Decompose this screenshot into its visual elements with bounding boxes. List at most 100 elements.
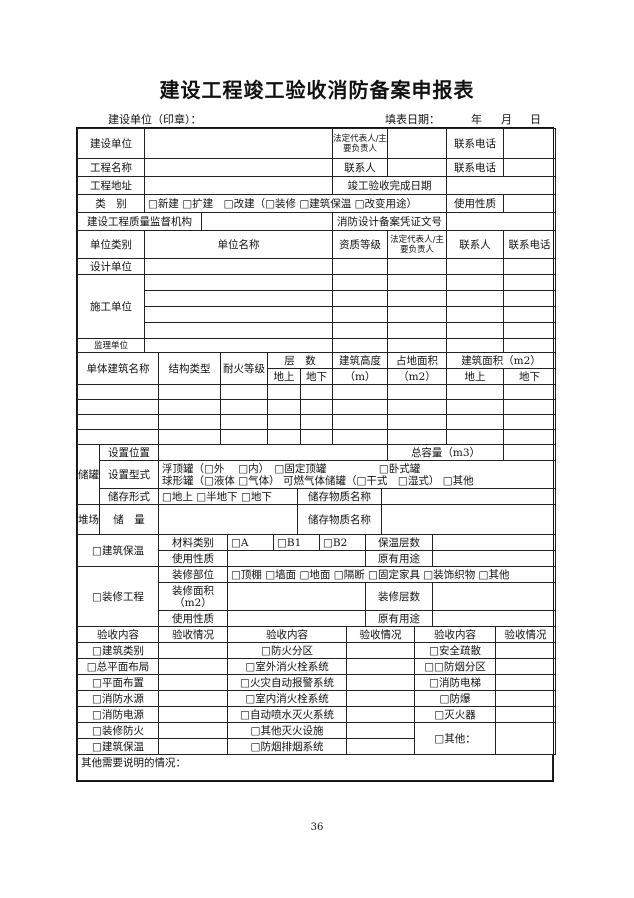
acceptance-item[interactable]: □消防电源 xyxy=(77,706,159,723)
status-cell[interactable] xyxy=(158,738,228,755)
cell[interactable] xyxy=(446,429,504,445)
use-nature-field[interactable] xyxy=(227,610,366,627)
substance-field[interactable] xyxy=(380,504,557,535)
cell[interactable] xyxy=(77,384,159,400)
acceptance-item[interactable]: □平面布置 xyxy=(77,674,159,691)
original-use-field[interactable] xyxy=(432,550,556,567)
cell[interactable] xyxy=(300,384,333,400)
cell[interactable] xyxy=(446,290,504,307)
tank-type-options[interactable]: 浮顶罐（□外 □内） □固定顶罐 □卧式罐 xyxy=(162,462,421,475)
contact-field[interactable] xyxy=(387,158,447,177)
acceptance-item[interactable]: □安全疏散 xyxy=(414,642,496,659)
cell[interactable] xyxy=(503,306,556,323)
cell[interactable] xyxy=(387,306,447,323)
record-no-field[interactable] xyxy=(446,212,556,231)
cell[interactable] xyxy=(332,290,388,307)
cell[interactable] xyxy=(503,322,556,339)
cell[interactable] xyxy=(332,306,388,323)
cell[interactable] xyxy=(502,429,557,445)
cell[interactable] xyxy=(332,258,388,275)
cell[interactable] xyxy=(300,429,333,445)
cell[interactable] xyxy=(387,322,447,339)
status-cell[interactable] xyxy=(346,738,415,755)
status-cell[interactable] xyxy=(158,706,228,723)
cell[interactable] xyxy=(267,414,301,430)
cell[interactable] xyxy=(144,258,333,275)
notes-label[interactable]: 其他需要说明的情况： xyxy=(77,754,553,781)
cell[interactable] xyxy=(387,290,447,307)
tank-type-options[interactable]: 球形罐（□液体 □气体） 可燃气体储罐（□干式 □湿式） □其他 xyxy=(162,474,474,487)
acceptance-item[interactable]: □其他灭火设施 xyxy=(227,722,347,739)
status-cell[interactable] xyxy=(495,642,556,659)
phone-field[interactable] xyxy=(503,128,556,159)
category-options[interactable]: □新建 □扩建 □改建（□装修 □建筑保温 □改变用途） xyxy=(144,194,447,213)
cell[interactable] xyxy=(332,274,388,291)
cell[interactable] xyxy=(332,338,388,353)
status-cell[interactable] xyxy=(346,642,415,659)
amount-field[interactable] xyxy=(158,504,298,535)
acceptance-item[interactable]: □灭火器 xyxy=(414,706,496,723)
cell[interactable] xyxy=(332,429,388,445)
cell[interactable] xyxy=(446,338,504,353)
cell[interactable] xyxy=(387,258,447,275)
decoration-part-options[interactable]: □顶棚 □墙面 □地面 □隔断 □固定家具 □装饰织物 □其他 xyxy=(227,566,556,583)
status-cell[interactable] xyxy=(495,690,556,707)
cell[interactable] xyxy=(387,274,447,291)
cell[interactable] xyxy=(220,429,268,445)
cell[interactable] xyxy=(503,258,556,275)
acceptance-item[interactable]: □消防电梯 xyxy=(414,674,496,691)
cell[interactable] xyxy=(144,306,333,323)
cell[interactable] xyxy=(267,429,301,445)
acceptance-item[interactable]: □室外消火栓系统 xyxy=(227,658,347,675)
cell[interactable] xyxy=(387,399,447,415)
status-cell[interactable] xyxy=(495,706,556,723)
use-nature-field[interactable] xyxy=(503,194,556,213)
acceptance-item[interactable]: □建筑类别 xyxy=(77,642,159,659)
cell[interactable] xyxy=(446,384,504,400)
cell[interactable] xyxy=(144,290,333,307)
area-field[interactable] xyxy=(227,582,366,611)
cell[interactable] xyxy=(502,414,557,430)
project-name-field[interactable] xyxy=(144,158,333,177)
cell[interactable] xyxy=(77,429,159,445)
cell[interactable] xyxy=(503,290,556,307)
cell[interactable] xyxy=(267,384,301,400)
acceptance-item[interactable]: □防爆 xyxy=(414,690,496,707)
cell[interactable] xyxy=(446,414,504,430)
cell[interactable] xyxy=(332,384,388,400)
cell[interactable] xyxy=(446,399,504,415)
acceptance-item[interactable]: □消防水源 xyxy=(77,690,159,707)
acceptance-item[interactable]: □室内消火栓系统 xyxy=(227,690,347,707)
layers-field[interactable] xyxy=(432,534,556,551)
material-b1-checkbox[interactable]: □B1 xyxy=(273,534,320,551)
status-cell[interactable] xyxy=(346,674,415,691)
completion-date-field[interactable] xyxy=(446,176,556,195)
cell[interactable] xyxy=(446,322,504,339)
status-cell[interactable] xyxy=(158,658,228,675)
status-cell[interactable] xyxy=(158,690,228,707)
cell[interactable] xyxy=(387,414,447,430)
cell[interactable] xyxy=(446,274,504,291)
cell[interactable] xyxy=(503,338,556,353)
status-cell[interactable] xyxy=(495,658,556,675)
cell[interactable] xyxy=(220,414,268,430)
cell[interactable] xyxy=(387,338,447,353)
acceptance-item[interactable]: □装修防火 xyxy=(77,722,159,739)
location-field[interactable] xyxy=(157,444,389,461)
status-cell[interactable] xyxy=(158,642,228,659)
status-cell[interactable] xyxy=(158,722,228,739)
use-nature-field[interactable] xyxy=(227,550,366,567)
cell[interactable] xyxy=(144,322,333,339)
cell[interactable] xyxy=(267,399,301,415)
substance-field[interactable] xyxy=(380,488,557,505)
cell[interactable] xyxy=(332,399,388,415)
insulation-checkbox[interactable]: □建筑保温 xyxy=(77,534,159,567)
material-b2-checkbox[interactable]: □B2 xyxy=(319,534,366,551)
acceptance-item[interactable]: □防火分区 xyxy=(227,642,347,659)
acceptance-item[interactable]: □□防烟分区 xyxy=(414,658,496,675)
cell[interactable] xyxy=(144,338,333,353)
acceptance-item[interactable]: □总平面布局 xyxy=(77,658,159,675)
material-a-checkbox[interactable]: □A xyxy=(227,534,274,551)
cell[interactable] xyxy=(446,306,504,323)
cell[interactable] xyxy=(332,414,388,430)
